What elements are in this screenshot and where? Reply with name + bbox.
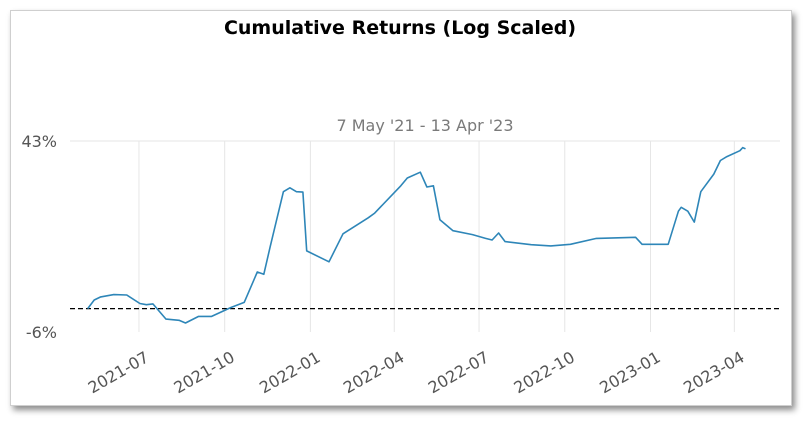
cumulative-returns-line — [87, 146, 746, 324]
x-tick-label: 2022-04 — [340, 347, 407, 397]
x-tick-label: 2023-01 — [596, 347, 663, 397]
y-tick-label-top: 43% — [21, 132, 57, 151]
x-tick-label: 2022-07 — [425, 347, 492, 397]
x-tick-label: 2022-10 — [511, 347, 578, 397]
x-tick-label: 2021-07 — [85, 347, 152, 397]
x-tick-label: 2022-01 — [256, 347, 323, 397]
chart-card — [10, 10, 792, 406]
chart-title: Cumulative Returns (Log Scaled) — [223, 17, 577, 39]
x-tick-labels: 2021-07 2021-10 2022-01 2022-04 2022-07 2022-… — [85, 347, 748, 397]
y-tick-label-bottom: -6% — [26, 323, 57, 342]
x-tick-label: 2021-10 — [170, 347, 237, 397]
chart-subtitle: 7 May '21 - 13 Apr '23 — [336, 116, 513, 135]
x-tick-label: 2023-04 — [680, 347, 747, 397]
gridlines — [70, 140, 780, 332]
